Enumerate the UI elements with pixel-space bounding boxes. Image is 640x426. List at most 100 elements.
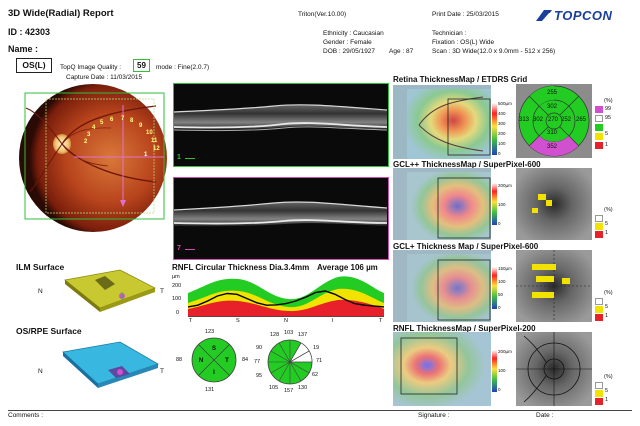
gclpp-color-scale <box>492 183 497 225</box>
technician: Technician : <box>432 30 467 37</box>
gclp-scale-50: 50 <box>498 292 504 297</box>
clock-hour-12-value: 103 <box>284 330 294 336</box>
software-version: Triton(Ver.10.00) <box>298 11 347 18</box>
etdrs-grid: 255 302 313 302 270 252 265 310 352 <box>516 84 592 158</box>
rnfl-x-tick-i: I <box>332 318 334 324</box>
quality-label: TopQ Image Quality : <box>60 64 122 71</box>
clock-hour-7-value: 105 <box>269 385 279 391</box>
retina-scale-400: 400 <box>498 111 506 116</box>
etdrs-outer-temporal: 265 <box>576 117 587 123</box>
rnfl-map-title: RNFL ThicknessMap / SuperPixel-200 <box>393 324 536 333</box>
patient-name-label: Name : <box>8 44 39 54</box>
rnfl-y-tick-100: 100 <box>172 296 182 302</box>
bscan-7-arrow-icon <box>185 249 195 250</box>
quadrant-chart: S N I T <box>191 337 237 383</box>
clock-hour-chart <box>267 339 313 385</box>
quadrant-inferior-value: 131 <box>205 387 215 393</box>
etdrs-inner-superior: 302 <box>547 104 558 110</box>
rnfl-x-tick-n: N <box>284 318 288 324</box>
fixation: Fixation : OS(L) Wide <box>432 39 495 46</box>
etdrs-outer-inferior: 352 <box>547 144 558 150</box>
rnfl-legend-5-swatch <box>595 390 603 397</box>
scan-protocol: Scan : 3D Wide(12.0 x 9.0mm - 512 x 256) <box>432 48 556 55</box>
legend-99-swatch <box>595 106 603 113</box>
rnfl-y-tick-0: 0 <box>176 310 180 316</box>
dob: DOB : 29/05/1927 <box>323 48 376 55</box>
gclp-legend-1-swatch <box>595 314 603 321</box>
fundus-number-5: 5 <box>100 120 104 126</box>
legend-1-swatch <box>595 142 603 149</box>
gclpp-scale-100: 100 <box>498 202 506 207</box>
bscan-1: 1 <box>173 83 389 167</box>
bscan-1-arrow-icon <box>185 158 195 159</box>
clock-hour-3-value: 71 <box>316 358 323 364</box>
bscan-7: 7 <box>173 177 389 260</box>
rnfl-chart-plot <box>188 276 384 317</box>
gclp-color-scale <box>492 267 497 309</box>
fundus-number-4: 4 <box>92 125 96 131</box>
osrpe-nasal-label: N <box>38 368 43 375</box>
fundus-number-12: 12 <box>153 146 160 152</box>
retina-map-title: Retina ThicknessMap / ETDRS Grid <box>393 75 528 84</box>
report-title: 3D Wide(Radial) Report <box>8 8 114 19</box>
clock-hour-5-value: 130 <box>298 385 308 391</box>
rnfl-thickness-line <box>188 290 384 308</box>
retina-scale-300: 300 <box>498 121 506 126</box>
bscan-7-label: 7 <box>177 245 181 252</box>
legend-5-swatch <box>595 133 603 140</box>
quadrant-superior-value: 123 <box>205 329 215 335</box>
gclpp-legend-5-label: 5 <box>605 221 609 227</box>
clock-hour-6-value: 157 <box>284 388 294 394</box>
quadrant-temporal-value: 84 <box>242 357 249 363</box>
fundus-number-7: 7 <box>121 116 125 122</box>
ilm-surface-title: ILM Surface <box>16 262 65 272</box>
osrpe-temporal-label: T <box>160 368 164 375</box>
rnfl-x-tick-t2: T <box>379 318 383 324</box>
etdrs-inner-nasal: 302 <box>533 117 544 123</box>
retina-scale-500: 500µm <box>498 101 512 106</box>
fundus-number-9: 9 <box>139 123 143 129</box>
rnfl-average: Average 106 µm <box>317 263 378 272</box>
fundus-number-2: 2 <box>84 139 88 145</box>
gclpp-legend-5-swatch <box>595 223 603 230</box>
svg-text:S: S <box>212 346 216 352</box>
gclpp-legend-1-swatch <box>595 231 603 238</box>
legend-5-label: 5 <box>605 131 609 137</box>
gclpp-thickness-map <box>393 168 491 240</box>
clock-hour-2-value: 19 <box>313 345 320 351</box>
svg-text:N: N <box>199 358 203 364</box>
eye-indicator: OS(L) <box>16 58 52 73</box>
brand-name: TOPCON <box>554 8 613 23</box>
clock-hour-11-value: 128 <box>270 332 280 338</box>
rnfl-chart-title: RNFL Circular Thickness Dia.3.4mm <box>172 263 310 272</box>
ilm-nasal-label: N <box>38 288 43 295</box>
rnfl-scale-0: 0 <box>498 387 501 392</box>
gender: Gender : Female <box>323 39 372 46</box>
rnfl-thickness-map <box>393 332 491 406</box>
retina-thickness-map <box>393 85 491 159</box>
rnfl-x-tick-s: S <box>236 318 240 324</box>
clock-hour-1-value: 137 <box>298 332 308 338</box>
gclpp-legend-normal-swatch <box>595 215 603 222</box>
rnfl-x-tick-t1: T <box>189 318 193 324</box>
rnfl-legend-1-swatch <box>595 398 603 405</box>
gclpp-scale-200: 200µm <box>498 183 512 188</box>
legend-normal-swatch <box>595 124 603 131</box>
ilm-surface-3d <box>60 268 160 314</box>
retina-scale-0: 0 <box>498 151 501 156</box>
etdrs-inner-temporal: 252 <box>561 117 572 123</box>
fundus-number-11: 11 <box>151 138 158 144</box>
footer-divider <box>8 410 632 411</box>
clock-hour-4-value: 62 <box>312 372 319 378</box>
bscan-1-label: 1 <box>177 154 181 161</box>
capture-date: Capture Date : 11/03/2015 <box>66 74 143 81</box>
retina-color-scale <box>492 103 497 155</box>
signature-label: Signature : <box>418 412 450 419</box>
etdrs-legend-header: (%) <box>604 98 613 104</box>
rnfl-legend-1-label: 1 <box>605 397 609 403</box>
gclp-map-title: GCL+ Thickness Map / SuperPixel-600 <box>393 242 539 251</box>
quadrant-nasal-value: 88 <box>176 357 183 363</box>
fundus-number-8: 8 <box>130 118 134 124</box>
legend-99-label: 99 <box>605 106 612 112</box>
rnfl-y-unit: µm <box>172 274 180 280</box>
